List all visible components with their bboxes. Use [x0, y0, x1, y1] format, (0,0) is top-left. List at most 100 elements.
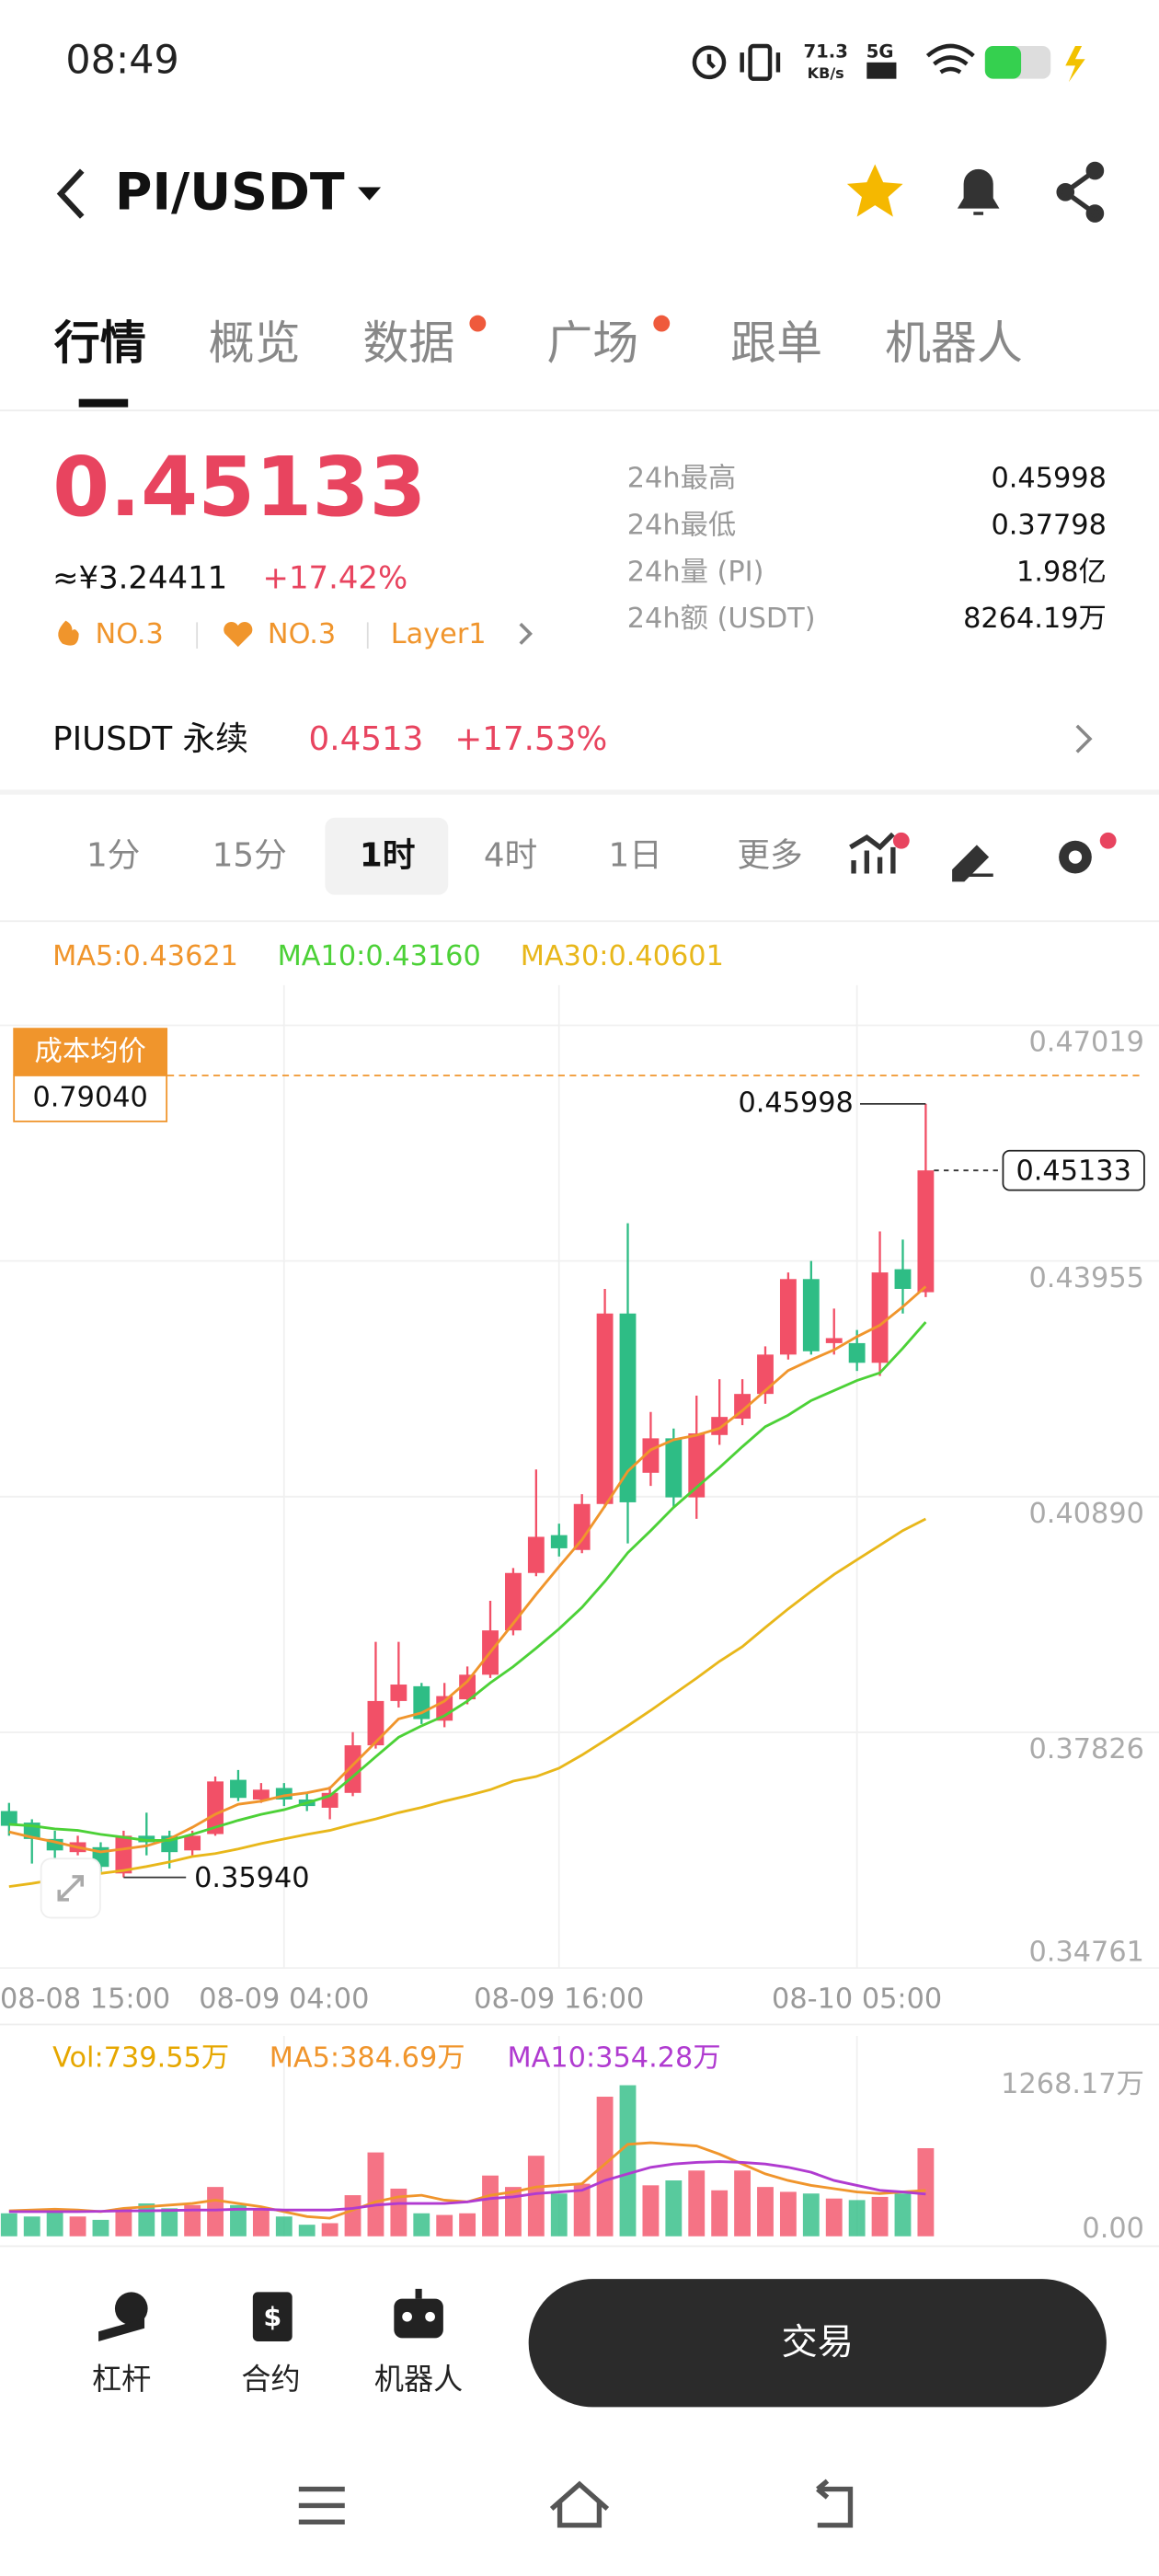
pair-dropdown[interactable] [358, 187, 382, 201]
volume-bar [917, 2147, 935, 2237]
charging [1065, 45, 1085, 83]
fav-rank-tag[interactable]: NO.3 [268, 618, 336, 650]
volume-bar [69, 2216, 86, 2237]
x-tick-label: 08-09 16:00 [474, 1983, 644, 2015]
favorite[interactable] [846, 164, 903, 217]
candle-body [367, 1700, 384, 1746]
interval[interactable]: 4时 [484, 837, 537, 875]
volume-bar [619, 2085, 637, 2237]
candle-body [505, 1572, 522, 1631]
cny-price: ≈¥3.24411 [52, 559, 227, 595]
tab[interactable]: 概览 [209, 316, 301, 370]
interval[interactable]: 1时 [360, 837, 416, 875]
last-price-tag: 0.45133 [1016, 1155, 1130, 1187]
volume-bar [825, 2198, 843, 2237]
cost-value: 0.79040 [32, 1081, 147, 1113]
candle-body [802, 1279, 820, 1351]
tab[interactable]: 数据 [362, 316, 454, 370]
actions: 杠杆 合约 机器人 [92, 2362, 463, 2397]
interval[interactable]: 1日 [608, 837, 661, 875]
share[interactable] [1056, 161, 1105, 223]
nav-menu[interactable] [298, 2486, 345, 2524]
volume-bar [252, 2208, 270, 2237]
tags-more[interactable] [519, 622, 533, 645]
draw-tool[interactable] [952, 845, 993, 882]
vol-ma-legend: MA5:384.69万 [270, 2042, 465, 2075]
y-tick-label: 0.47019 [1029, 1027, 1144, 1059]
volume-bar [321, 2223, 339, 2237]
volume-bar [757, 2187, 774, 2237]
volume-bar [688, 2170, 706, 2237]
volume-bar [505, 2187, 522, 2237]
status-icons [692, 43, 975, 81]
volume-bar [275, 2216, 293, 2237]
volume-bar [390, 2188, 407, 2237]
indicator-tool[interactable] [849, 832, 896, 874]
divider [0, 789, 1159, 795]
kline-chart: MA5:0.43621 MA10:0.43160 MA30:0.40601 0.470… [0, 940, 1159, 2245]
ma-line [8, 1321, 927, 1842]
stat-value: 1.98亿 [1016, 556, 1107, 588]
vol-tick-label: 0.00 [1082, 2213, 1144, 2245]
interval[interactable]: 1分 [86, 837, 140, 875]
ma-line [8, 1517, 927, 1889]
trade-label[interactable]: 交易 [782, 2322, 855, 2363]
candle-body [230, 1779, 247, 1799]
battery-level [984, 45, 1022, 79]
candle-body [894, 1269, 912, 1289]
nav-home[interactable] [549, 2480, 610, 2528]
interval[interactable]: 15分 [212, 837, 287, 875]
candle-body [779, 1279, 797, 1355]
candle-body [757, 1354, 774, 1395]
pair[interactable]: PI/USDT [115, 164, 345, 223]
action-label[interactable]: 合约 [241, 2362, 300, 2397]
action-label[interactable]: 机器人 [374, 2362, 463, 2397]
rank-tag[interactable]: NO.3 [96, 618, 164, 650]
tab-underline [78, 398, 129, 408]
cost-tag [13, 1028, 168, 1075]
nav-back[interactable] [816, 2478, 854, 2528]
candle-body [550, 1535, 568, 1548]
back[interactable] [56, 168, 85, 219]
volume-bar [23, 2216, 40, 2237]
sector-tag[interactable]: Layer1 [391, 618, 487, 650]
trade-button[interactable] [528, 2279, 1107, 2408]
volume-bar [207, 2187, 224, 2237]
stat-value: 0.37798 [991, 509, 1106, 541]
candle-body [573, 1503, 591, 1550]
perp-change: +17.53% [454, 720, 607, 758]
tab[interactable]: 广场 [546, 316, 638, 370]
last-price: 0.45133 [52, 440, 426, 535]
candle-body [527, 1536, 545, 1573]
candle-body [0, 1811, 17, 1826]
volume-bar [711, 2190, 729, 2237]
alert[interactable] [957, 168, 1000, 215]
vol-ma-legend: MA10:354.28万 [507, 2042, 720, 2075]
settings[interactable] [1059, 840, 1092, 874]
interval[interactable]: 更多 [737, 837, 802, 875]
candle-body [596, 1313, 614, 1504]
robot-icon [394, 2288, 443, 2339]
dot [1099, 832, 1117, 849]
volume-bar [92, 2219, 109, 2237]
tab[interactable]: 跟单 [730, 316, 822, 370]
stats: 24h最高 0.45998 24h最低 0.37798 24h量 (PI) 1.98亿 24… [627, 463, 1107, 636]
tab[interactable]: 机器人 [885, 316, 1023, 370]
y-tick-label: 0.40890 [1029, 1498, 1144, 1530]
volume-bar [46, 2211, 63, 2237]
candle-body [459, 1674, 476, 1700]
volume-bar [665, 2180, 683, 2237]
volume-bar [779, 2191, 797, 2237]
perp-name[interactable]: PIUSDT 永续 [52, 720, 248, 758]
tab[interactable]: 行情 [54, 316, 146, 370]
high-label: 0.45998 [738, 1087, 853, 1119]
ma-legend: MA5:0.43621 [52, 940, 238, 972]
candle-body [688, 1433, 706, 1498]
candle-body [711, 1417, 729, 1435]
action-label[interactable]: 杠杆 [92, 2362, 151, 2397]
volume-bar [482, 2175, 499, 2237]
cost-label: 成本均价 [35, 1035, 146, 1067]
cost-box [13, 1075, 168, 1122]
perp-more[interactable] [1075, 724, 1093, 753]
